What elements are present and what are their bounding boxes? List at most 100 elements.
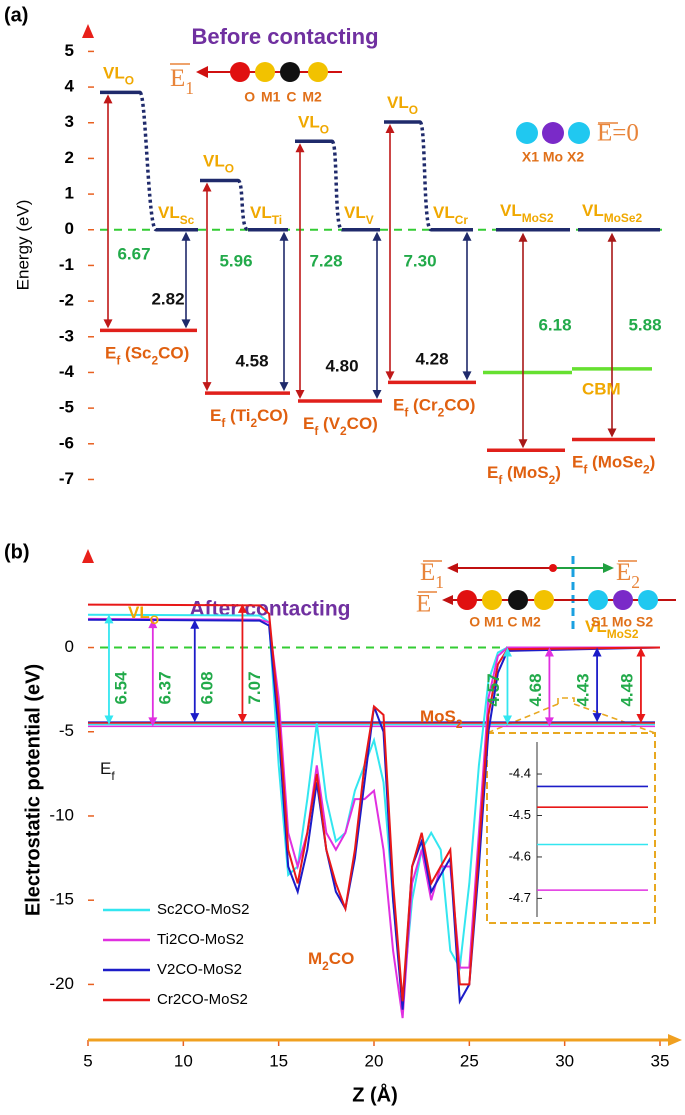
field-label-part: 2 — [631, 572, 640, 592]
fermi-label-part: f — [111, 769, 115, 783]
fermi-label: Ef (MoSe2) — [572, 453, 655, 477]
panel-title: Before contacting — [191, 24, 378, 49]
vl-o-label-part: VL — [298, 113, 320, 132]
atom — [230, 62, 250, 82]
vl-slope — [236, 178, 250, 232]
x-tick-label: 25 — [460, 1051, 479, 1070]
fermi-label-part: (MoS — [502, 464, 548, 483]
fermi-label-part: E — [100, 759, 111, 778]
y-tick-label: -15 — [49, 890, 74, 909]
fermi-label-part: 2 — [438, 406, 445, 420]
work-function-arrow — [518, 232, 528, 449]
y-tick-label: -5 — [59, 398, 74, 417]
work-function-arrow-head — [202, 182, 212, 192]
field-label: E2 — [616, 559, 640, 592]
x-tick-label: 10 — [174, 1051, 193, 1070]
work-function-arrow-head — [518, 232, 528, 242]
fermi-label-part: (MoSe — [587, 453, 643, 472]
field-label-part: E — [420, 559, 435, 586]
work-function-arrow — [385, 124, 395, 381]
fermi-label-part: E — [487, 464, 498, 483]
layer-label-part: M — [308, 949, 322, 968]
vl-slope — [418, 120, 433, 232]
vl-o-label-part: O — [409, 103, 418, 117]
atom — [542, 122, 564, 144]
atom — [508, 590, 528, 610]
work-function-arrow-head — [295, 389, 305, 399]
vl-m-label-part: VL — [433, 203, 455, 222]
work-function-arrow-head — [518, 439, 528, 449]
axis-arrow — [668, 1034, 682, 1046]
work-function-label: 7.07 — [245, 671, 264, 704]
field-label-part: 1 — [185, 78, 194, 98]
fermi-label-part: CO) — [158, 344, 189, 363]
work-function-label: 6.08 — [197, 671, 216, 704]
work-function-label: 6.67 — [117, 244, 150, 263]
vl-label-part: MoS2 — [522, 211, 554, 225]
field-label: E1 — [170, 65, 194, 98]
field-label: E — [416, 591, 431, 618]
work-function-arrow-head — [385, 124, 395, 134]
vl-label-part: VL — [582, 201, 604, 220]
y-tick-label: 0 — [65, 637, 74, 656]
field-label-part: 1 — [435, 572, 444, 592]
atom — [638, 590, 658, 610]
fermi-label-part: f — [404, 406, 408, 420]
vl-o-label: VLO — [298, 113, 329, 137]
potential-step-label: 4.80 — [325, 356, 358, 375]
vl-o-label-part: VL — [103, 64, 125, 83]
y-tick-label: 4 — [65, 77, 75, 96]
vl-o-label-part: O — [150, 613, 159, 627]
fermi-label-part: CO) — [444, 396, 475, 415]
layer-label-part: MoS — [420, 707, 456, 726]
fermi-label-part: 2 — [251, 416, 258, 430]
fermi-label-part: CO) — [347, 414, 378, 433]
y-axis-label: Electrostatic potential (eV) — [22, 664, 44, 916]
potential-step-label: 4.58 — [235, 351, 268, 370]
field-label: E=0 — [597, 120, 639, 147]
inset-frame — [486, 732, 656, 924]
y-tick-label: -20 — [49, 974, 74, 993]
work-function-arrow-head — [237, 713, 247, 723]
atom — [588, 590, 608, 610]
potential-step-arrow-head — [544, 717, 554, 727]
fermi-label-part: E — [393, 396, 404, 415]
work-function-label: 7.30 — [403, 251, 436, 270]
potential-step-label: 4.68 — [526, 673, 545, 706]
work-function-arrow-head — [148, 717, 158, 727]
vl-o-label: VLO — [103, 64, 134, 88]
fermi-label-part: 2 — [549, 473, 556, 487]
work-function-arrow-head — [190, 619, 200, 629]
potential-step-arrow — [592, 647, 602, 723]
work-function-label: 5.88 — [628, 315, 661, 334]
work-function-arrow-head — [202, 382, 212, 392]
potential-step-arrow-head — [279, 231, 289, 241]
potential-step-arrow — [502, 647, 512, 725]
potential-step-label: 4.28 — [415, 349, 448, 368]
work-function-arrow — [237, 603, 247, 723]
y-tick-label: -5 — [59, 721, 74, 740]
vl-label: VLMoS2 — [585, 617, 639, 641]
work-function-arrow — [607, 232, 617, 438]
inset-connector — [486, 697, 656, 734]
axis-arrow — [82, 549, 94, 563]
y-tick-label: 2 — [65, 148, 74, 167]
atom — [308, 62, 328, 82]
origin-dot — [549, 564, 557, 572]
y-tick-label: -2 — [59, 291, 74, 310]
work-function-arrow-head — [237, 603, 247, 613]
field-label-part: E — [170, 65, 185, 92]
fermi-label: Ef (V2CO) — [303, 414, 378, 438]
vl-o-label: VLO — [203, 152, 234, 176]
atom — [516, 122, 538, 144]
potential-step-arrow — [372, 231, 382, 399]
y-tick-label: 3 — [65, 112, 74, 131]
vl-m-label-part: Cr — [455, 213, 469, 227]
fermi-label-part: (Cr — [408, 396, 438, 415]
work-function-arrow-head — [295, 143, 305, 153]
fermi-label-part: 2 — [340, 424, 347, 438]
fermi-label: Ef (Ti2CO) — [210, 407, 288, 431]
inset-tick-label: -4.5 — [509, 807, 531, 822]
vl-o-label-part: O — [125, 74, 134, 88]
vl-m-label-part: VL — [344, 203, 366, 222]
